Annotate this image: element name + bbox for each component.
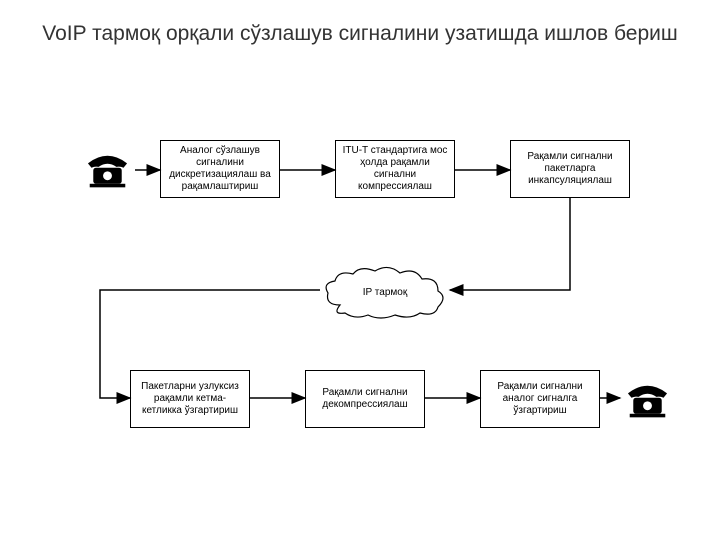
phone-dest-icon xyxy=(620,380,675,420)
node-dac: Рақамли сигнални аналог сигналга ўзгарти… xyxy=(480,370,600,428)
node-ip-network: IP тармоқ xyxy=(320,265,450,320)
edge xyxy=(450,198,570,290)
node-label: Аналог сўзлашув сигналини дискретизациял… xyxy=(165,145,275,193)
node-label: Рақамли сигнални пакетларга инкапсуляция… xyxy=(515,151,625,187)
node-encapsulation: Рақамли сигнални пакетларга инкапсуляция… xyxy=(510,140,630,198)
node-label: Рақамли сигнални декомпрессиялаш xyxy=(310,387,420,411)
node-label: Пакетларни узлуксиз рақамли кетма-кетлик… xyxy=(135,381,245,417)
node-compression: ITU-T стандартига мос ҳолда рақамли сигн… xyxy=(335,140,455,198)
cloud-label: IP тармоқ xyxy=(363,287,407,298)
node-sampling: Аналог сўзлашув сигналини дискретизациял… xyxy=(160,140,280,198)
node-label: Рақамли сигнални аналог сигналга ўзгарти… xyxy=(485,381,595,417)
phone-source-icon xyxy=(80,150,135,190)
node-label: ITU-T стандартига мос ҳолда рақамли сигн… xyxy=(340,145,450,193)
page-title: VoIP тармоқ орқали сўзлашув сигналини уз… xyxy=(0,20,720,47)
node-decompression: Рақамли сигнални декомпрессиялаш xyxy=(305,370,425,428)
node-reassembly: Пакетларни узлуксиз рақамли кетма-кетлик… xyxy=(130,370,250,428)
